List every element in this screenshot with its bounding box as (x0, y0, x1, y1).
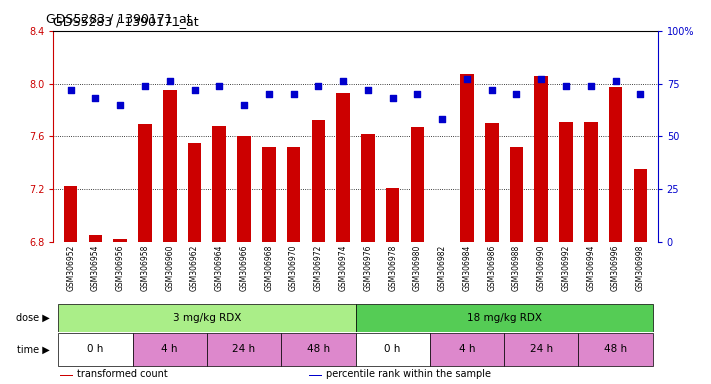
Text: GSM306972: GSM306972 (314, 245, 323, 291)
Point (114, 102, 126, 108)
Point (288, 91, 299, 97)
Point (486, 87, 498, 93)
Bar (579, 333, 653, 366)
Text: 48 h: 48 h (604, 344, 627, 354)
Bar (584, 122, 598, 242)
Bar (361, 134, 375, 242)
Bar (287, 147, 300, 242)
Bar (311, 121, 325, 242)
Text: GSM306998: GSM306998 (636, 245, 645, 291)
Bar (281, 333, 356, 366)
Point (139, 83, 151, 89)
Bar (485, 123, 498, 242)
Text: GSM306954: GSM306954 (91, 245, 100, 291)
Bar (138, 124, 151, 242)
Bar (60, 375, 73, 376)
Point (535, 76, 547, 83)
Text: GSM306994: GSM306994 (587, 245, 595, 291)
Text: GSM306966: GSM306966 (240, 245, 249, 291)
Text: time ▶: time ▶ (17, 344, 50, 354)
Text: GDS5283 / 1390171_at: GDS5283 / 1390171_at (53, 15, 199, 28)
Point (263, 91, 274, 97)
Bar (336, 93, 350, 242)
Bar (504, 333, 579, 366)
Text: GSM306980: GSM306980 (413, 245, 422, 291)
Point (362, 87, 373, 93)
Point (610, 78, 621, 84)
Point (213, 83, 225, 89)
Bar (309, 375, 322, 376)
Bar (560, 122, 573, 242)
Bar (356, 304, 653, 331)
Bar (58, 333, 132, 366)
Text: 3 mg/kg RDX: 3 mg/kg RDX (173, 313, 241, 323)
Text: GSM306990: GSM306990 (537, 245, 546, 291)
Text: GSM306964: GSM306964 (215, 245, 224, 291)
Text: GSM306986: GSM306986 (487, 245, 496, 291)
Point (412, 91, 423, 97)
Bar (207, 333, 281, 366)
Point (461, 76, 473, 83)
Point (65, 87, 76, 93)
Text: 0 h: 0 h (385, 344, 401, 354)
Bar (430, 333, 504, 366)
Text: GSM306956: GSM306956 (116, 245, 124, 291)
Bar (213, 126, 226, 242)
Bar (89, 235, 102, 242)
Text: GSM306958: GSM306958 (141, 245, 149, 291)
Point (437, 116, 448, 122)
Point (164, 78, 176, 84)
Text: GSM306988: GSM306988 (512, 245, 521, 291)
Point (387, 95, 398, 101)
Text: GSM306992: GSM306992 (562, 245, 570, 291)
Text: GSM306984: GSM306984 (462, 245, 471, 291)
Text: percentile rank within the sample: percentile rank within the sample (326, 369, 491, 379)
Text: GSM306974: GSM306974 (338, 245, 348, 291)
Text: GSM306978: GSM306978 (388, 245, 397, 291)
Bar (411, 127, 424, 242)
Text: GSM306952: GSM306952 (66, 245, 75, 291)
Text: GSM306982: GSM306982 (438, 245, 447, 291)
Text: 4 h: 4 h (161, 344, 178, 354)
Point (585, 83, 597, 89)
Bar (609, 88, 622, 242)
Bar (262, 147, 276, 242)
Point (510, 91, 522, 97)
Text: GSM306962: GSM306962 (190, 245, 199, 291)
Point (238, 102, 250, 108)
Text: GSM306976: GSM306976 (363, 245, 373, 291)
Text: GDS5283 / 1390171_at: GDS5283 / 1390171_at (46, 12, 192, 25)
Text: 4 h: 4 h (459, 344, 475, 354)
Bar (634, 169, 647, 242)
Bar (237, 136, 251, 242)
Bar (356, 333, 430, 366)
Point (635, 91, 646, 97)
Text: 18 mg/kg RDX: 18 mg/kg RDX (466, 313, 542, 323)
Bar (460, 74, 474, 242)
Point (189, 87, 201, 93)
Point (313, 83, 324, 89)
Bar (132, 333, 207, 366)
Text: GSM306960: GSM306960 (165, 245, 174, 291)
Bar (113, 239, 127, 242)
Bar (58, 304, 356, 331)
Text: GSM306970: GSM306970 (289, 245, 298, 291)
Text: 48 h: 48 h (306, 344, 330, 354)
Point (90, 95, 101, 101)
Text: transformed count: transformed count (77, 369, 168, 379)
Text: 24 h: 24 h (530, 344, 553, 354)
Point (560, 83, 572, 89)
Bar (535, 76, 548, 242)
Bar (163, 90, 176, 242)
Bar (188, 143, 201, 242)
Text: GSM306996: GSM306996 (611, 245, 620, 291)
Text: 0 h: 0 h (87, 344, 104, 354)
Text: 24 h: 24 h (232, 344, 256, 354)
Text: dose ▶: dose ▶ (16, 313, 50, 323)
Bar (386, 188, 400, 242)
Bar (510, 147, 523, 242)
Point (338, 78, 349, 84)
Text: GSM306968: GSM306968 (264, 245, 273, 291)
Bar (64, 187, 77, 242)
